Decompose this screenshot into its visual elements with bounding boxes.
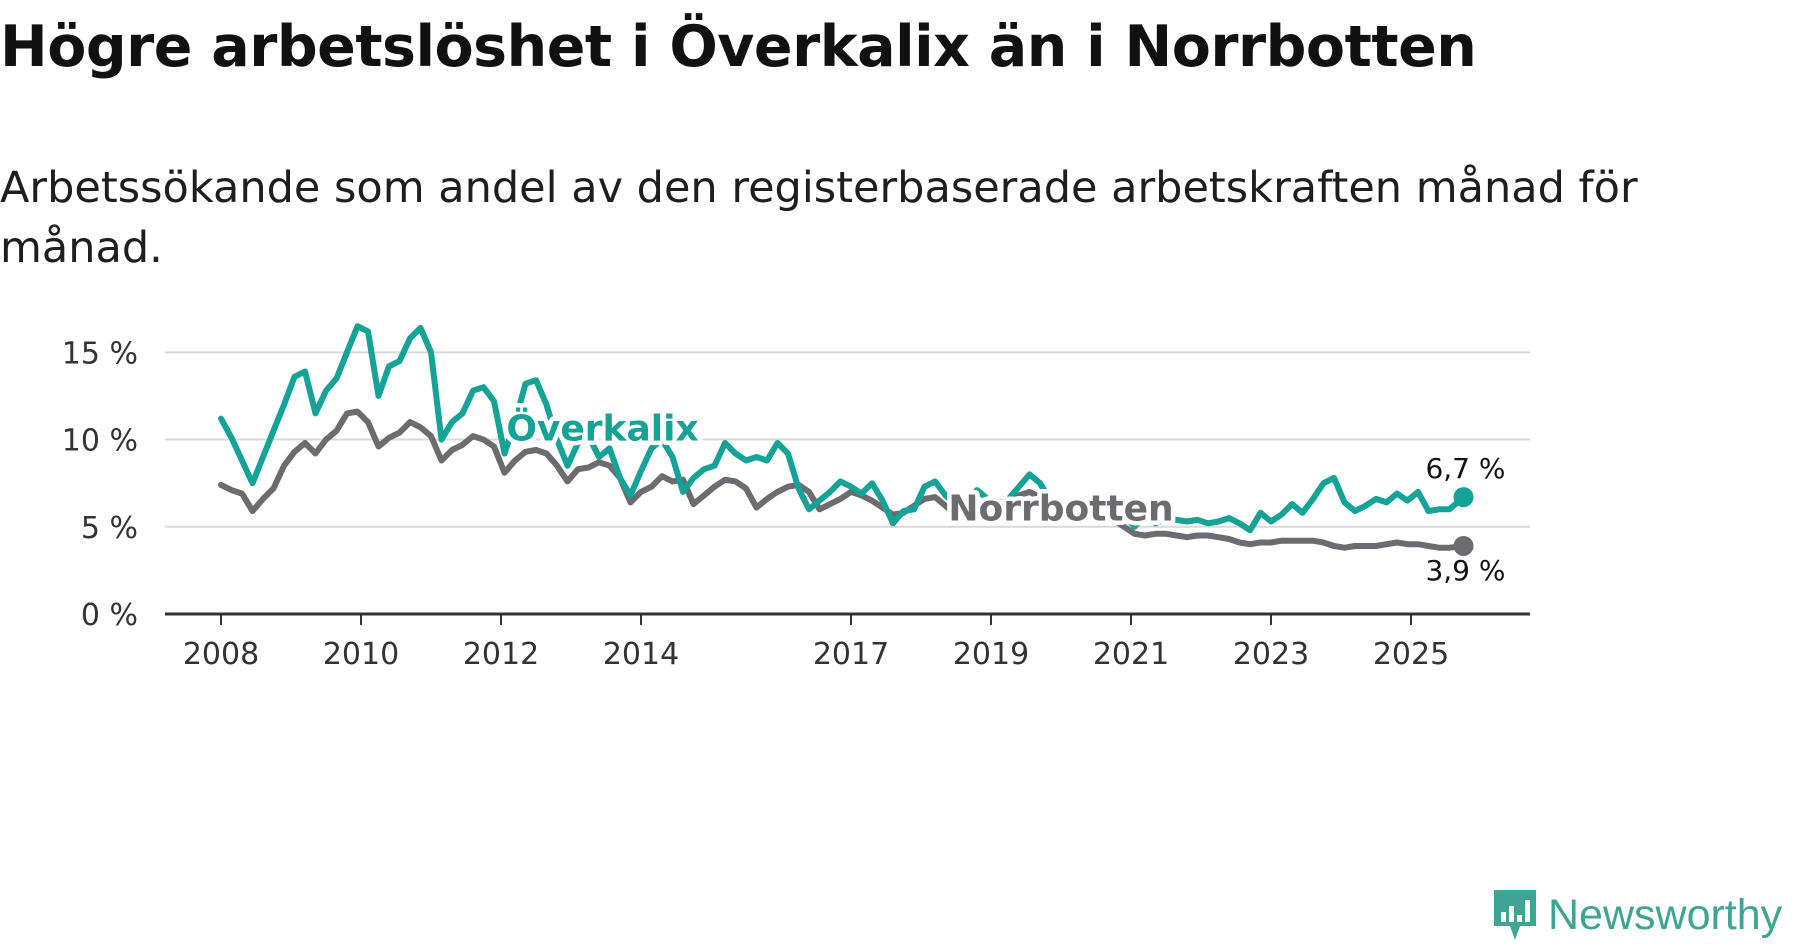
series-line-norrbotten bbox=[218, 408, 1467, 551]
chart-title: Högre arbetslöshet i Överkalix än i Norr… bbox=[0, 14, 1477, 80]
newsworthy-icon bbox=[1494, 890, 1536, 940]
x-tick-label: 2010 bbox=[323, 637, 399, 672]
x-tick-label: 2012 bbox=[463, 637, 539, 672]
end-point bbox=[1453, 487, 1474, 508]
x-tick-label: 2025 bbox=[1373, 637, 1449, 672]
series-label: Överkalix bbox=[506, 407, 698, 449]
brand-name: Newsworthy bbox=[1548, 890, 1783, 939]
end-value-label: 6,7 % bbox=[1425, 452, 1505, 485]
series-line-verkalix bbox=[218, 323, 1467, 534]
x-tick-label: 2019 bbox=[953, 637, 1029, 672]
brand-logo: Newsworthy bbox=[1490, 886, 1800, 944]
y-tick-label: 0 % bbox=[81, 598, 138, 633]
chart-subtitle: Arbetssökande som andel av den registerb… bbox=[0, 163, 1638, 273]
end-point bbox=[1453, 535, 1474, 556]
y-tick-label: 10 % bbox=[62, 424, 138, 459]
series-label: Norrbotten bbox=[948, 489, 1173, 530]
x-tick-label: 2023 bbox=[1233, 637, 1309, 672]
x-tick-label: 2014 bbox=[603, 637, 679, 672]
y-tick-label: 5 % bbox=[81, 511, 138, 546]
x-tick-label: 2021 bbox=[1093, 637, 1169, 672]
y-tick-label: 15 % bbox=[62, 336, 138, 371]
x-tick-label: 2008 bbox=[183, 637, 259, 672]
x-tick-label: 2017 bbox=[813, 637, 889, 672]
end-value-label: 3,9 % bbox=[1425, 554, 1505, 587]
